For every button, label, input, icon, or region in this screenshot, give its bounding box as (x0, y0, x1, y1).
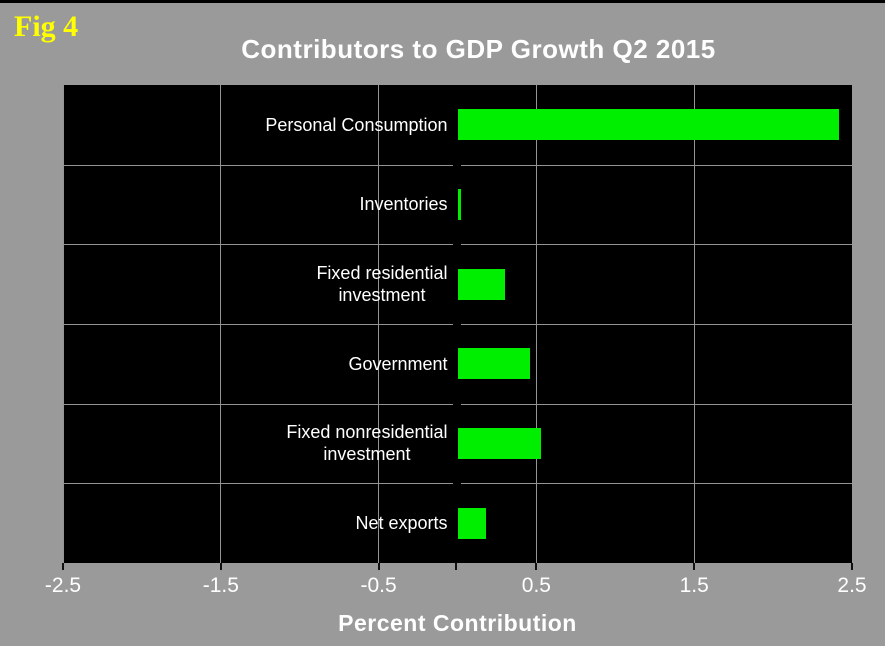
category-label: Government (63, 324, 448, 404)
x-axis-tick (377, 563, 380, 570)
category-label-text: Fixed residential investment (316, 262, 448, 306)
bar (457, 109, 840, 141)
category-label: Net exports (63, 483, 448, 563)
category-label: Personal Consumption (63, 85, 448, 165)
x-axis-tick-label: -2.5 (44, 574, 82, 597)
x-axis-title: Percent Contribution (338, 610, 577, 636)
plot-area: Personal Consumption Inventories Fixed res… (63, 85, 852, 563)
x-axis-tick-label: -1.5 (202, 574, 239, 597)
x-axis-tick (535, 563, 538, 570)
x-axis-tick-label: 2.5 (837, 574, 867, 597)
chart-title: Contributors to GDP Growth Q2 2015 (241, 34, 716, 64)
category-label: Fixed residential investment (63, 244, 448, 324)
bar (457, 507, 486, 539)
category-label: Fixed nonresidential investment (63, 404, 448, 484)
category-label-text: Fixed nonresidential investment (286, 421, 448, 465)
zero-axis-line (452, 85, 461, 563)
x-axis-tick-label: 1.5 (679, 574, 709, 597)
window-top-edge (0, 0, 885, 3)
bar (457, 428, 542, 459)
x-axis-tick-label: -0.5 (360, 574, 397, 597)
x-axis-tick (693, 563, 696, 570)
bar (457, 348, 531, 380)
figure-label: Fig 4 (14, 10, 79, 43)
bar (457, 189, 461, 220)
category-label-text: Personal Consumption (265, 114, 448, 135)
x-axis-tick-label: 0.5 (521, 574, 551, 597)
x-axis-zero-tick (454, 563, 457, 570)
category-label-text: Net exports (355, 512, 448, 533)
x-axis-tick (62, 563, 64, 570)
category-label-text: Inventories (359, 194, 448, 215)
x-axis-tick (851, 563, 853, 570)
bar (457, 268, 505, 300)
category-label-text: Government (348, 353, 448, 374)
category-label: Inventories (63, 165, 448, 245)
x-axis-tick (219, 563, 222, 570)
